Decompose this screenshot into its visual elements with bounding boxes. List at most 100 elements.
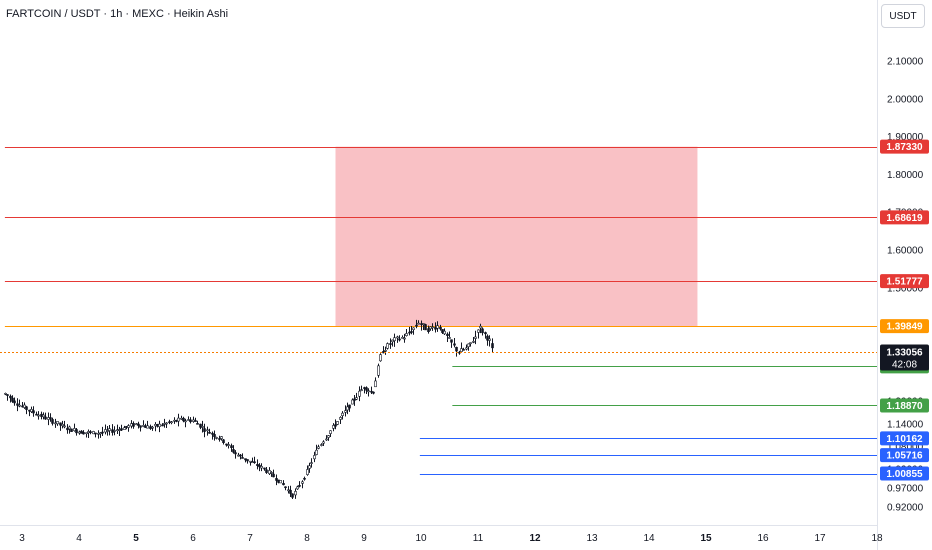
candle-body [94, 432, 97, 435]
candle [389, 338, 392, 349]
candle [130, 420, 133, 429]
candle [97, 430, 100, 439]
candle [258, 463, 261, 472]
price-tick-label: 1.90000 [887, 132, 924, 143]
candle [127, 424, 130, 432]
candle [367, 388, 370, 397]
candle [113, 426, 116, 436]
candle [149, 424, 152, 430]
candle [289, 485, 292, 497]
candle [61, 420, 64, 429]
candle-body [450, 339, 453, 343]
candle-body [182, 417, 185, 422]
candle-body [446, 333, 449, 336]
candle-body [225, 443, 228, 446]
candle [182, 416, 185, 423]
candle-body [308, 465, 311, 469]
candle-body [317, 446, 320, 449]
candle [253, 456, 256, 464]
candle [163, 418, 166, 428]
candle [66, 424, 69, 434]
candle-body [455, 346, 458, 352]
candle-body [389, 343, 392, 345]
candle-body [154, 423, 157, 427]
candle-body [201, 426, 204, 428]
candle-body [220, 436, 223, 439]
level-price-tag-red: 1.87330 [880, 139, 929, 154]
candle-body [474, 336, 477, 339]
candle-body [203, 428, 206, 432]
target-zone[interactable] [335, 146, 698, 327]
candle-body [353, 398, 356, 401]
candle-body [13, 400, 16, 404]
candle-body [422, 323, 425, 325]
candle-body [374, 380, 377, 388]
candle-body [263, 467, 266, 470]
candle [125, 426, 128, 430]
candle [443, 328, 446, 335]
candle [249, 460, 252, 466]
candle [472, 336, 475, 344]
price-tick-label: 1.60000 [887, 245, 924, 256]
candle [244, 458, 247, 463]
time-tick-label: 12 [529, 533, 541, 544]
price-tick-label: 1.50000 [887, 283, 924, 294]
candle [168, 419, 171, 425]
candle [358, 386, 361, 402]
candle [144, 423, 147, 428]
candle-body [192, 419, 195, 422]
candle [192, 416, 195, 423]
candle-body [132, 423, 135, 427]
candle [92, 430, 95, 435]
candle [453, 337, 456, 348]
candle [351, 398, 354, 405]
candle-body [370, 390, 373, 393]
candle [260, 463, 263, 472]
candle [139, 425, 142, 432]
candle-body [196, 423, 199, 425]
candle-body [296, 486, 299, 490]
candle [301, 480, 304, 489]
time-tick-label: 13 [586, 533, 598, 544]
candle-body [184, 420, 187, 423]
candle-body [270, 472, 273, 474]
candle-body [329, 430, 332, 434]
candle [275, 474, 278, 486]
candle [446, 332, 449, 343]
candle-body [215, 437, 218, 439]
level-price-label: 1.51777 [886, 277, 923, 288]
candle [403, 333, 406, 343]
candle-body [42, 414, 45, 418]
candle [99, 432, 102, 438]
candle-body [80, 430, 83, 434]
candle [73, 423, 76, 432]
time-tick-label: 8 [304, 533, 310, 544]
candle-body [61, 423, 64, 427]
candle [135, 423, 138, 426]
candle-body [137, 423, 140, 426]
candle [317, 444, 320, 450]
candle-body [246, 459, 249, 462]
candle [161, 423, 164, 427]
candle [208, 428, 211, 434]
candle [417, 320, 420, 325]
candle [322, 440, 325, 446]
currency-button[interactable]: USDT [881, 4, 925, 28]
candle-body [116, 429, 119, 431]
candle [374, 377, 377, 388]
candle [484, 331, 487, 339]
candle-body [70, 428, 73, 432]
candle [398, 335, 401, 342]
candle-body [344, 410, 347, 413]
candle [106, 426, 109, 436]
candle-body [208, 431, 211, 434]
candle-body [443, 330, 446, 335]
time-tick-label: 14 [643, 533, 655, 544]
candle [360, 385, 363, 392]
level-price-label: 1.87330 [886, 142, 923, 153]
chart-title: FARTCOIN / USDT · 1h · MEXC · Heikin Ash… [6, 8, 229, 20]
candle-body [486, 335, 489, 341]
candle-body [484, 332, 487, 335]
candle-body [180, 417, 183, 420]
